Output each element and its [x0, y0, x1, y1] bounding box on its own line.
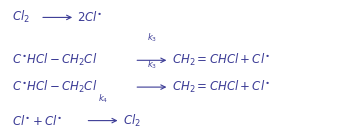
Text: $\mathit{Cl}^{\bullet}+\mathit{Cl}^{\bullet}$: $\mathit{Cl}^{\bullet}+\mathit{Cl}^{\bul… [12, 114, 63, 128]
Text: $k_3$: $k_3$ [147, 59, 157, 71]
Text: $k_4$: $k_4$ [98, 92, 108, 105]
Text: $\mathit{CH}_2=\mathit{CHCl}+\mathit{Cl}^{\bullet}$: $\mathit{CH}_2=\mathit{CHCl}+\mathit{Cl}… [172, 52, 270, 68]
Text: $k_1$: $k_1$ [53, 0, 62, 1]
Text: $k_3$: $k_3$ [147, 32, 157, 44]
Text: $\mathit{Cl}_2$: $\mathit{Cl}_2$ [123, 113, 141, 129]
Text: $\mathit{C}^{\bullet}\mathit{HCl}-\mathit{CH}_2\mathit{Cl}$: $\mathit{C}^{\bullet}\mathit{HCl}-\mathi… [12, 79, 97, 95]
Text: $2\mathit{Cl}^{\bullet}$: $2\mathit{Cl}^{\bullet}$ [77, 10, 103, 24]
Text: $\mathit{CH}_2=\mathit{CHCl}+\mathit{Cl}^{\bullet}$: $\mathit{CH}_2=\mathit{CHCl}+\mathit{Cl}… [172, 79, 270, 95]
Text: $\mathit{Cl}_2$: $\mathit{Cl}_2$ [12, 9, 30, 25]
Text: $\mathit{C}^{\bullet}\mathit{HCl}-\mathit{CH}_2\mathit{Cl}$: $\mathit{C}^{\bullet}\mathit{HCl}-\mathi… [12, 52, 97, 68]
